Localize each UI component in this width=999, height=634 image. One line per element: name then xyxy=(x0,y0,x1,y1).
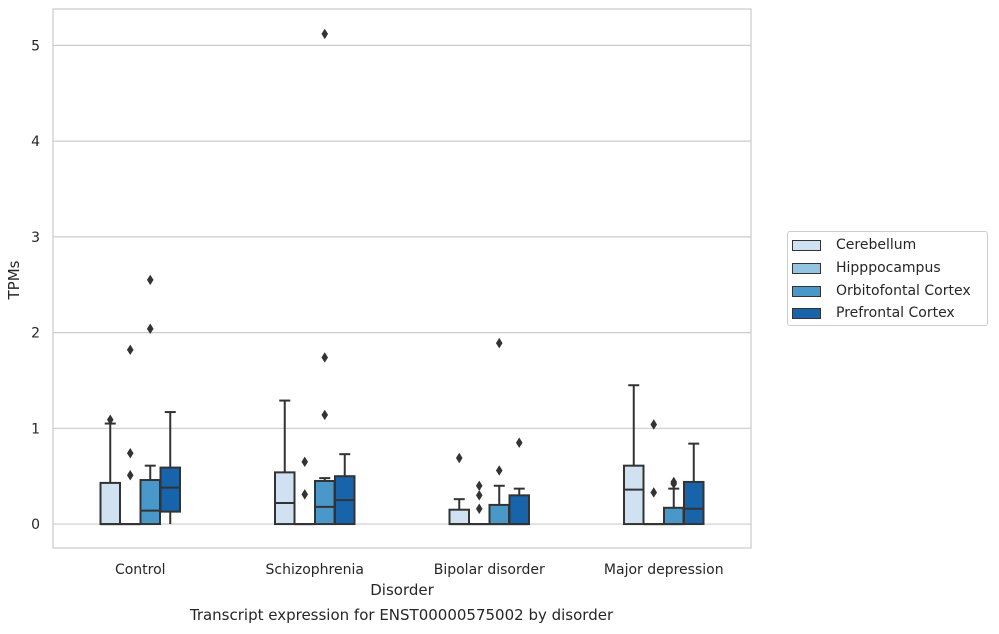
box-group-1-0 xyxy=(119,344,141,526)
x-tick-label-1: Schizophrenia xyxy=(266,562,364,578)
plot-frame xyxy=(52,8,752,549)
box xyxy=(314,479,336,526)
outlier-point-0 xyxy=(515,437,523,448)
outlier-point-2 xyxy=(126,344,134,356)
legend-swatch-prefrontal xyxy=(792,307,821,319)
legend-label-hippocampus: Hipppocampus xyxy=(836,260,941,276)
box-group-3-0 xyxy=(159,411,181,525)
box-group-2-2 xyxy=(488,337,510,526)
x-axis-label: Disorder xyxy=(370,581,434,599)
outlier-point-0 xyxy=(106,414,114,425)
outlier-point-1 xyxy=(495,337,503,349)
legend-item-cerebellum: Cerebellum xyxy=(792,236,916,254)
legend-swatch-hippocampus xyxy=(792,262,821,274)
box-group-2-1 xyxy=(314,28,336,526)
outlier-point-1 xyxy=(321,352,329,363)
legend-swatch-cerebellum xyxy=(792,239,821,251)
box-group-1-3 xyxy=(643,419,665,526)
outlier-point-0 xyxy=(321,409,329,421)
grid-lines xyxy=(53,44,751,525)
outlier-point-2 xyxy=(321,28,329,40)
outlier-point-1 xyxy=(650,419,658,430)
legend-swatch-orbitofrontal xyxy=(792,285,821,297)
box-group-0-0 xyxy=(99,414,121,526)
y-tick-label-3: 3 xyxy=(31,230,40,246)
legend: Cerebellum Hipppocampus Orbitofontal Cor… xyxy=(787,231,988,326)
legend-item-hippocampus: Hipppocampus xyxy=(792,259,941,277)
box xyxy=(663,506,685,526)
box xyxy=(139,479,161,526)
outlier-point-0 xyxy=(455,452,463,464)
outlier-point-0 xyxy=(126,470,134,481)
box-group-2-0 xyxy=(139,274,161,526)
legend-label-prefrontal: Prefrontal Cortex xyxy=(836,305,955,321)
box xyxy=(683,480,705,526)
box xyxy=(508,494,530,526)
outlier-point-0 xyxy=(475,503,483,514)
x-tick-label-0: Control xyxy=(115,562,166,578)
box xyxy=(488,503,510,526)
y-axis-label: TPMs xyxy=(5,260,23,300)
outlier-point-0 xyxy=(650,487,658,498)
box xyxy=(274,471,296,526)
outlier-point-2 xyxy=(475,480,483,491)
y-tick-label-2: 2 xyxy=(31,326,40,342)
box-group-3-3 xyxy=(683,442,705,526)
box-group-1-1 xyxy=(294,456,316,526)
box-group-0-2 xyxy=(448,452,470,526)
legend-item-prefrontal: Prefrontal Cortex xyxy=(792,304,955,322)
box-group-1-2 xyxy=(468,480,490,526)
x-tick-label-2: Bipolar disorder xyxy=(434,562,545,578)
outlier-point-0 xyxy=(301,489,309,500)
box xyxy=(159,466,181,513)
box-group-3-1 xyxy=(334,453,356,526)
legend-label-cerebellum: Cerebellum xyxy=(836,237,917,253)
y-tick-labels: 0 1 2 3 4 5 xyxy=(31,38,40,533)
y-tick-label-5: 5 xyxy=(31,38,40,54)
outlier-point-1 xyxy=(126,448,134,459)
outlier-point-1 xyxy=(670,476,678,488)
legend-label-orbitofrontal: Orbitofontal Cortex xyxy=(836,283,971,299)
x-tick-labels: Control Schizophrenia Bipolar disorder Majo… xyxy=(115,562,724,578)
y-tick-label-0: 0 xyxy=(31,517,40,533)
box-group-0-1 xyxy=(274,399,296,526)
outlier-point-1 xyxy=(301,456,309,468)
outlier-point-1 xyxy=(475,490,483,501)
box-group-3-2 xyxy=(508,437,530,526)
y-tick-label-4: 4 xyxy=(31,134,40,150)
box xyxy=(99,481,121,526)
box-group-0-3 xyxy=(623,384,645,526)
legend-item-orbitofrontal: Orbitofontal Cortex xyxy=(792,282,971,300)
box xyxy=(448,508,470,526)
y-tick-label-1: 1 xyxy=(31,421,40,437)
box-marks xyxy=(99,28,705,526)
outlier-point-0 xyxy=(146,323,154,334)
box-group-2-3 xyxy=(663,476,685,526)
x-tick-label-3: Major depression xyxy=(604,562,724,578)
box xyxy=(623,464,645,526)
outlier-point-1 xyxy=(146,274,154,286)
outlier-point-0 xyxy=(495,465,503,476)
chart-caption: Transcript expression for ENST0000057500… xyxy=(189,606,614,624)
